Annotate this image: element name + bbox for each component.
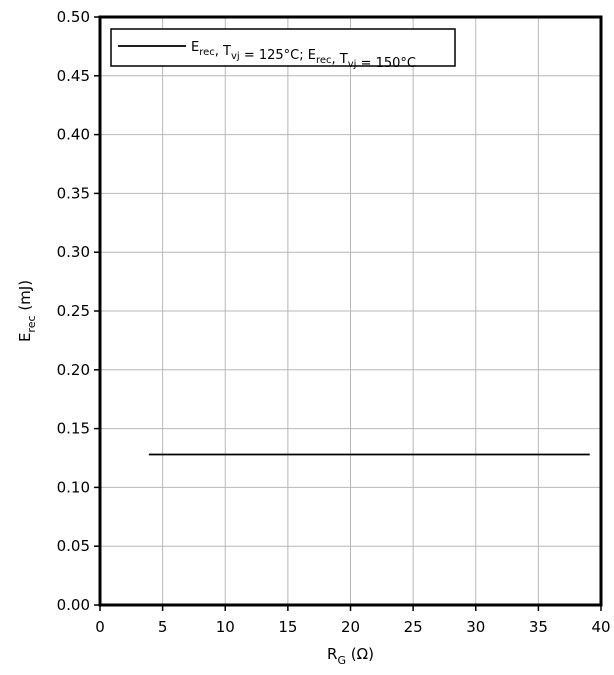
x-tick-label: 10 — [216, 618, 235, 636]
legend-text-part: = 125°C; E — [240, 48, 316, 63]
legend-entry-label: Erec, Tvj = 125°C; Erec, Tvj = 150°C — [191, 40, 416, 71]
legend-text-sub: vj — [348, 59, 357, 70]
x-tick-label: 20 — [341, 618, 360, 636]
y-axis-title-rest: (mJ) — [16, 280, 34, 316]
x-tick-label: 35 — [529, 618, 548, 636]
legend: Erec, Tvj = 125°C; Erec, Tvj = 150°C — [110, 28, 456, 71]
legend-text-sub: vj — [231, 51, 240, 62]
legend-text-part: E — [191, 40, 199, 55]
y-axis-title: Erec (mJ) — [16, 280, 38, 342]
y-tick-label: 0.25 — [57, 302, 90, 320]
y-axis-title-main: E — [16, 333, 34, 342]
x-tick-label: 5 — [158, 618, 168, 636]
x-tick-label: 25 — [404, 618, 423, 636]
x-tick-label: 40 — [591, 618, 610, 636]
y-tick-label: 0.40 — [57, 126, 90, 144]
legend-text-sub: rec — [199, 47, 215, 58]
grid — [100, 17, 601, 605]
legend-text-part: , T — [215, 44, 231, 59]
legend-text-part: = 150°C — [356, 56, 416, 71]
y-tick-label: 0.00 — [57, 596, 90, 614]
x-tick-label: 15 — [278, 618, 297, 636]
ticks — [94, 16, 602, 611]
y-axis-title-sub: rec — [25, 315, 38, 332]
y-tick-label: 0.30 — [57, 243, 90, 261]
tick-labels: 0 5 10 15 20 25 30 35 40 0.00 0.05 0.10 0.15 0.20 0.25… — [57, 8, 611, 636]
x-tick-label: 0 — [95, 618, 105, 636]
legend-text-sub: rec — [316, 55, 332, 66]
y-tick-label: 0.45 — [57, 67, 90, 85]
y-tick-label: 0.50 — [57, 8, 90, 26]
legend-text-part: , T — [332, 52, 348, 67]
x-axis-title: RG (Ω) — [327, 645, 374, 667]
y-tick-label: 0.10 — [57, 478, 90, 496]
legend-box — [110, 28, 456, 67]
y-tick-label: 0.05 — [57, 537, 90, 555]
y-tick-label: 0.15 — [57, 420, 90, 438]
x-tick-label: 30 — [466, 618, 485, 636]
y-tick-label: 0.35 — [57, 184, 90, 202]
y-tick-label: 0.20 — [57, 361, 90, 379]
x-axis-title-sub: G — [337, 654, 346, 667]
x-axis-title-main: R — [327, 645, 337, 663]
x-axis-title-rest: (Ω) — [346, 645, 374, 663]
